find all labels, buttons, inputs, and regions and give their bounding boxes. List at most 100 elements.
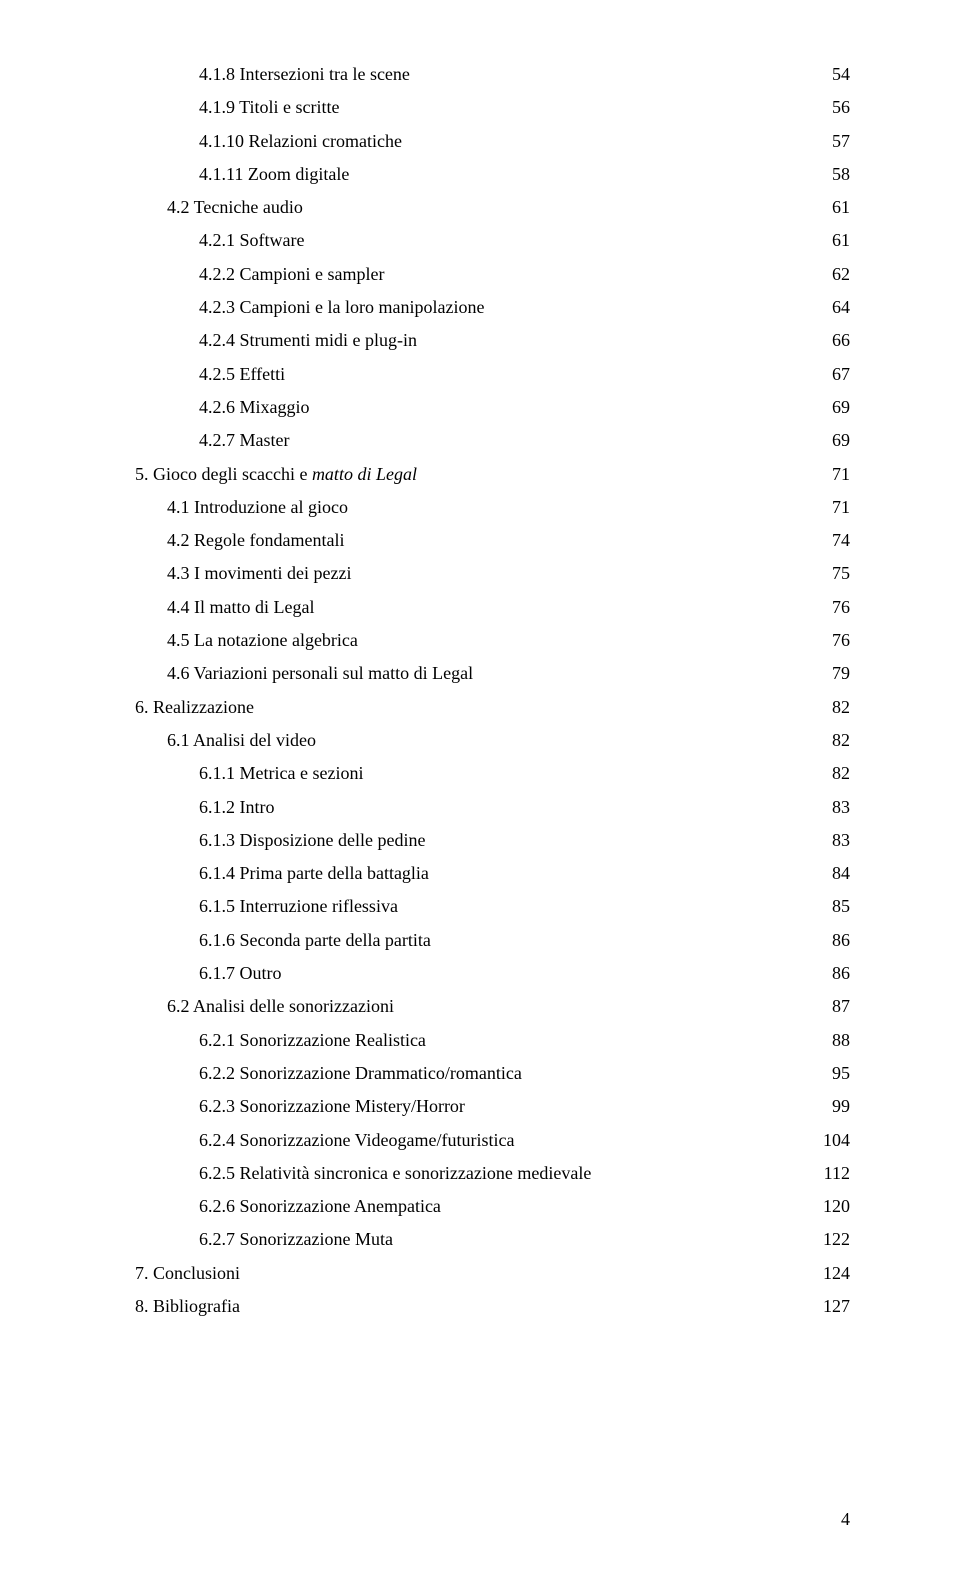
toc-entry-text: 4.2 Tecniche audio — [167, 197, 303, 217]
toc-entry-text: 4.2.5 Effetti — [199, 364, 285, 384]
toc-entry-text: 6.2.6 Sonorizzazione Anempatica — [199, 1196, 441, 1216]
toc-row: 4.2.7 Master69 — [135, 424, 850, 457]
toc-entry-label: 4.2.6 Mixaggio — [199, 391, 810, 424]
toc-entry-label: 4.2.4 Strumenti midi e plug-in — [199, 324, 810, 357]
toc-entry-page: 82 — [810, 724, 850, 757]
toc-entry-page: 69 — [810, 391, 850, 424]
toc-entry-page: 74 — [810, 524, 850, 557]
toc-entry-label: 4.1 Introduzione al gioco — [167, 491, 810, 524]
toc-row: 6.2.7 Sonorizzazione Muta 122 — [135, 1223, 850, 1256]
toc-entry-label: 6.1.1 Metrica e sezioni — [199, 757, 810, 790]
toc-entry-label: 4.2 Regole fondamentali — [167, 524, 810, 557]
toc-entry-text: 6.2.2 Sonorizzazione Drammatico/romantic… — [199, 1063, 522, 1083]
toc-entry-text: 6.1 Analisi del video — [167, 730, 316, 750]
toc-entry-page: 62 — [810, 258, 850, 291]
toc-row: 4.2.6 Mixaggio 69 — [135, 391, 850, 424]
toc-row: 4.2.3 Campioni e la loro manipolazione 64 — [135, 291, 850, 324]
toc-entry-page: 61 — [810, 224, 850, 257]
toc-entry-page: 56 — [810, 91, 850, 124]
toc-entry-label: 4.2.3 Campioni e la loro manipolazione — [199, 291, 810, 324]
toc-entry-label: 8. Bibliografia — [135, 1290, 803, 1323]
toc-entry-text: 5. Gioco degli scacchi e — [135, 464, 312, 484]
toc-entry-text: 4.1 Introduzione al gioco — [167, 497, 348, 517]
toc-entry-text: 6.1.7 Outro — [199, 963, 282, 983]
toc-entry-page: 99 — [810, 1090, 850, 1123]
toc-entry-label: 6.1.3 Disposizione delle pedine — [199, 824, 810, 857]
toc-entry-text: 6.1.6 Seconda parte della partita — [199, 930, 431, 950]
toc-row: 4.5 La notazione algebrica76 — [135, 624, 850, 657]
toc-entry-text: 6.2.1 Sonorizzazione Realistica — [199, 1030, 426, 1050]
toc-entry-page: 71 — [810, 458, 850, 491]
toc-entry-label: 4.1.10 Relazioni cromatiche — [199, 125, 810, 158]
toc-entry-page: 124 — [803, 1257, 850, 1290]
toc-row: 6.1.7 Outro 86 — [135, 957, 850, 990]
toc-entry-label: 6.2.6 Sonorizzazione Anempatica — [199, 1190, 803, 1223]
toc-row: 4.3 I movimenti dei pezzi 75 — [135, 557, 850, 590]
toc-entry-text: 4.1.9 Titoli e scritte — [199, 97, 340, 117]
toc-entry-page: 122 — [803, 1223, 850, 1256]
toc-entry-text: 4.2.4 Strumenti midi e plug-in — [199, 330, 417, 350]
toc-entry-text: 4.2.1 Software — [199, 230, 304, 250]
toc-row: 6.1.6 Seconda parte della partita86 — [135, 924, 850, 957]
toc-entry-label: 6.2.1 Sonorizzazione Realistica — [199, 1024, 810, 1057]
toc-entry-text: 4.1.10 Relazioni cromatiche — [199, 131, 402, 151]
toc-entry-label: 6.2.5 Relatività sincronica e sonorizzaz… — [199, 1157, 804, 1190]
toc-entry-page: 87 — [810, 990, 850, 1023]
toc-row: 4.2.5 Effetti67 — [135, 358, 850, 391]
toc-entry-label: 4.5 La notazione algebrica — [167, 624, 810, 657]
toc-entry-text: 6. Realizzazione — [135, 697, 254, 717]
toc-row: 6.1.1 Metrica e sezioni82 — [135, 757, 850, 790]
toc-entry-text: 6.2 Analisi delle sonorizzazioni — [167, 996, 394, 1016]
toc-entry-label: 4.2.5 Effetti — [199, 358, 810, 391]
page-footer: 4 — [841, 1509, 850, 1530]
toc-entry-text: 6.1.5 Interruzione riflessiva — [199, 896, 398, 916]
toc-entry-text: 4.3 I movimenti dei pezzi — [167, 563, 351, 583]
toc-entry-page: 76 — [810, 624, 850, 657]
toc-entry-label: 6.2.4 Sonorizzazione Videogame/futuristi… — [199, 1124, 803, 1157]
toc-entry-text: 4.2.6 Mixaggio — [199, 397, 310, 417]
toc-entry-page: 75 — [810, 557, 850, 590]
toc-row: 6.1 Analisi del video 82 — [135, 724, 850, 757]
toc-entry-text: 4.1.8 Intersezioni tra le scene — [199, 64, 410, 84]
toc-entry-label: 6.2.3 Sonorizzazione Mistery/Horror — [199, 1090, 810, 1123]
toc-row: 4.2 Regole fondamentali74 — [135, 524, 850, 557]
toc-row: 6. Realizzazione82 — [135, 691, 850, 724]
toc-row: 8. Bibliografia127 — [135, 1290, 850, 1323]
toc-row: 4.1.10 Relazioni cromatiche 57 — [135, 125, 850, 158]
toc-row: 4.2.4 Strumenti midi e plug-in66 — [135, 324, 850, 357]
toc-entry-label: 6.1.7 Outro — [199, 957, 810, 990]
toc-entry-text: 6.1.1 Metrica e sezioni — [199, 763, 363, 783]
toc-entry-text: 6.1.3 Disposizione delle pedine — [199, 830, 425, 850]
toc-entry-label: 6.1 Analisi del video — [167, 724, 810, 757]
toc-entry-label: 6.1.2 Intro — [199, 791, 810, 824]
toc-entry-label: 4.1.9 Titoli e scritte — [199, 91, 810, 124]
toc-entry-page: 57 — [810, 125, 850, 158]
toc-entry-page: 54 — [810, 58, 850, 91]
toc-entry-label: 6.1.4 Prima parte della battaglia — [199, 857, 810, 890]
toc-row: 4.2 Tecniche audio61 — [135, 191, 850, 224]
toc-entry-page: 104 — [803, 1124, 850, 1157]
toc-entry-text: 6.2.7 Sonorizzazione Muta — [199, 1229, 393, 1249]
toc-entry-text-italic: matto di Legal — [312, 464, 417, 484]
toc-entry-text: 4.2.3 Campioni e la loro manipolazione — [199, 297, 484, 317]
toc-entry-page: 88 — [810, 1024, 850, 1057]
toc-row: 5. Gioco degli scacchi e matto di Legal 7… — [135, 458, 850, 491]
toc-entry-label: 4.2 Tecniche audio — [167, 191, 810, 224]
page-number: 4 — [841, 1509, 850, 1529]
toc-entry-page: 86 — [810, 957, 850, 990]
toc-entry-page: 120 — [803, 1190, 850, 1223]
toc-entry-page: 64 — [810, 291, 850, 324]
toc-row: 6.1.2 Intro83 — [135, 791, 850, 824]
toc-entry-page: 112 — [804, 1157, 850, 1190]
toc-entry-page: 69 — [810, 424, 850, 457]
toc-entry-label: 7. Conclusioni — [135, 1257, 803, 1290]
toc-row: 4.4 Il matto di Legal76 — [135, 591, 850, 624]
toc-row: 6.1.5 Interruzione riflessiva 85 — [135, 890, 850, 923]
toc-entry-page: 85 — [810, 890, 850, 923]
toc-entry-page: 84 — [810, 857, 850, 890]
toc-entry-page: 83 — [810, 791, 850, 824]
toc-entry-label: 6.2 Analisi delle sonorizzazioni — [167, 990, 810, 1023]
toc-entry-label: 6. Realizzazione — [135, 691, 810, 724]
toc-row: 6.2.1 Sonorizzazione Realistica 88 — [135, 1024, 850, 1057]
toc-entry-page: 83 — [810, 824, 850, 857]
